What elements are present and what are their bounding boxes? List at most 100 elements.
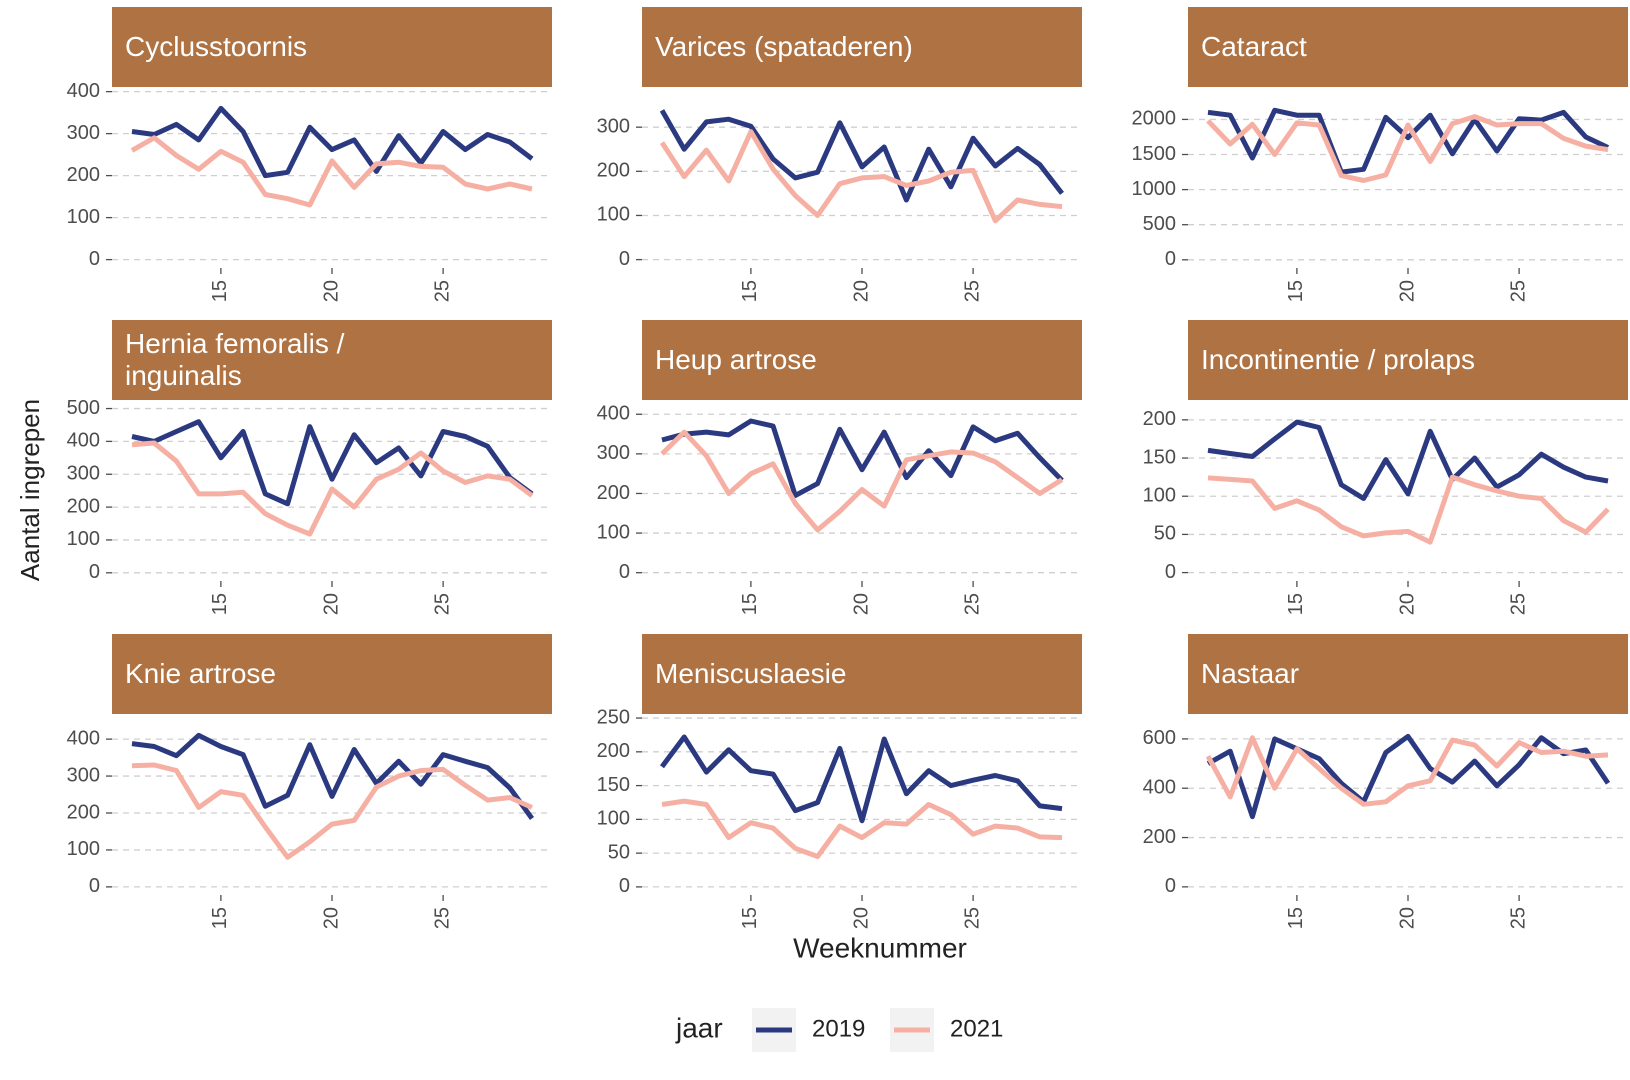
y-tick-label: 500 — [67, 397, 100, 419]
x-tick-label: 25 — [431, 593, 453, 615]
y-tick-label: 250 — [597, 706, 630, 728]
series-line — [661, 798, 1063, 859]
series-line — [1207, 419, 1609, 501]
x-tick-label: 15 — [739, 280, 761, 302]
y-tick-label: 200 — [597, 160, 630, 182]
strip — [642, 320, 1082, 400]
y-tick-label: 200 — [597, 740, 630, 762]
x-tick-label: 25 — [1507, 593, 1529, 615]
x-tick-label: 15 — [209, 907, 231, 929]
x-tick-label: 25 — [961, 593, 983, 615]
y-tick-label: 100 — [597, 521, 630, 543]
y-tick-label: 100 — [597, 204, 630, 226]
x-tick-label: 20 — [320, 593, 342, 615]
x-tick-label: 25 — [431, 907, 453, 929]
panel-title: Hernia femoralis / inguinalis — [125, 328, 345, 391]
y-tick-label: 0 — [1165, 248, 1176, 270]
y-tick-label: 400 — [67, 430, 100, 452]
y-tick-label: 150 — [597, 774, 630, 796]
y-tick-label: 100 — [67, 206, 100, 228]
x-tick-label: 20 — [1396, 907, 1418, 929]
series-line — [1207, 474, 1610, 545]
y-tick-label: 0 — [619, 875, 630, 897]
y-tick-label: 200 — [1143, 408, 1176, 430]
y-tick-label: 200 — [1143, 826, 1176, 848]
x-tick-label: 15 — [739, 907, 761, 929]
x-tick-label: 20 — [320, 907, 342, 929]
y-tick-label: 100 — [597, 808, 630, 830]
series-line — [1206, 114, 1609, 183]
x-tick-label: 20 — [1396, 593, 1418, 615]
panel-title: Varices (spataderen) — [655, 31, 913, 62]
y-tick-label: 100 — [1143, 485, 1176, 507]
panel-title: Meniscuslaesie — [655, 658, 847, 689]
series-line — [1207, 107, 1610, 175]
x-tick-label: 20 — [1396, 280, 1418, 302]
y-tick-label: 600 — [1143, 727, 1176, 749]
series-line — [131, 419, 534, 507]
legend-title: jaar — [675, 1012, 723, 1043]
y-tick-label: 400 — [67, 80, 100, 102]
y-tick-label: 500 — [1143, 213, 1176, 235]
legend-label: 2019 — [812, 1015, 865, 1042]
y-tick-label: 0 — [89, 875, 100, 897]
y-tick-label: 0 — [89, 248, 100, 270]
x-tick-label: 15 — [739, 593, 761, 615]
y-axis-title: Aantal ingrepen — [15, 399, 45, 581]
y-tick-label: 300 — [67, 122, 100, 144]
series-line — [1206, 733, 1611, 820]
series-line — [131, 762, 534, 860]
strip — [112, 634, 552, 714]
strip — [1188, 7, 1628, 87]
legend-label: 2021 — [950, 1015, 1003, 1042]
x-tick-label: 25 — [961, 907, 983, 929]
x-tick-label: 20 — [850, 280, 872, 302]
series-line — [659, 109, 1064, 203]
series-line — [659, 129, 1063, 224]
y-tick-label: 400 — [597, 403, 630, 425]
y-tick-label: 200 — [67, 164, 100, 186]
x-tick-label: 25 — [961, 280, 983, 302]
x-tick-label: 25 — [1507, 280, 1529, 302]
y-tick-label: 100 — [67, 528, 100, 550]
y-tick-label: 400 — [67, 727, 100, 749]
y-tick-label: 200 — [67, 495, 100, 517]
series-line — [130, 135, 533, 208]
series-line — [131, 732, 535, 820]
panel-title: Heup artrose — [655, 344, 817, 375]
y-tick-label: 300 — [67, 764, 100, 786]
strip — [112, 320, 552, 400]
y-tick-label: 1000 — [1132, 178, 1177, 200]
y-tick-label: 2000 — [1132, 108, 1177, 130]
y-tick-label: 0 — [619, 248, 630, 270]
series-line — [659, 734, 1063, 824]
strip — [112, 7, 552, 87]
y-tick-label: 1500 — [1132, 143, 1177, 165]
y-tick-label: 300 — [67, 463, 100, 485]
x-axis-title: Weeknummer — [793, 932, 967, 963]
y-tick-label: 100 — [67, 838, 100, 860]
panel-title: Cataract — [1201, 31, 1307, 62]
strip — [1188, 320, 1628, 400]
series-line — [660, 429, 1064, 533]
y-tick-label: 200 — [597, 482, 630, 504]
y-tick-label: 0 — [1165, 561, 1176, 583]
y-tick-label: 400 — [1143, 777, 1176, 799]
strip — [642, 634, 1082, 714]
y-tick-label: 50 — [608, 841, 630, 863]
y-tick-label: 200 — [67, 801, 100, 823]
y-tick-label: 0 — [89, 561, 100, 583]
series-line — [1205, 735, 1609, 807]
panel-title: Cyclusstoornis — [125, 31, 308, 62]
panel-title: Nastaar — [1201, 658, 1300, 689]
strip — [1188, 634, 1628, 714]
x-tick-label: 20 — [320, 280, 342, 302]
series-line — [131, 105, 534, 179]
x-tick-label: 25 — [431, 280, 453, 302]
y-tick-label: 150 — [1143, 446, 1176, 468]
x-tick-label: 15 — [1285, 593, 1307, 615]
panel-title: Incontinentie / prolaps — [1201, 344, 1475, 375]
x-tick-label: 15 — [209, 593, 231, 615]
